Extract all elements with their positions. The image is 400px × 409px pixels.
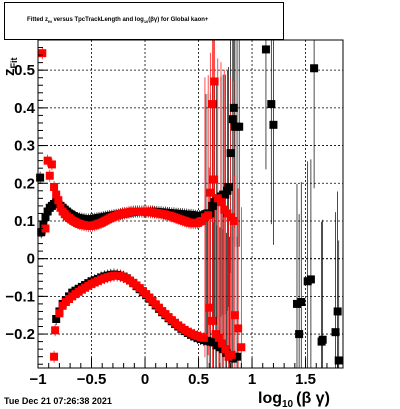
x-tick-label: 1.5 (295, 371, 316, 388)
black-point (235, 122, 244, 131)
title-mid: versus TpcTrackLength and log (51, 17, 144, 23)
red-point (230, 311, 239, 320)
black-point (224, 183, 233, 192)
red-point (208, 316, 217, 325)
red-point (209, 175, 218, 184)
red-point (41, 224, 50, 233)
y-axis-label-main: z (1, 69, 18, 77)
black-point (228, 115, 237, 124)
black-point (310, 64, 319, 73)
black-point (41, 213, 50, 222)
red-point (234, 324, 243, 333)
red-point (204, 211, 213, 220)
red-point (206, 188, 215, 197)
axis-ticks (37, 47, 339, 368)
red-point (218, 339, 227, 348)
red-point (50, 352, 59, 361)
y-tick-label: 0.3 (14, 138, 35, 155)
y-tick-label: 0.1 (14, 213, 35, 230)
red-point (51, 326, 60, 335)
title-tail: (βγ) for Global kaon+ (148, 17, 209, 23)
black-point (261, 45, 270, 54)
x-tick-label: 1 (248, 371, 256, 388)
chart-title: Fitted zfit versus TpcTrackLength and lo… (27, 17, 208, 24)
black-point (233, 352, 242, 361)
red-point (52, 190, 61, 199)
x-tick-label: −0.5 (77, 371, 107, 388)
y-axis-label-sub: Fit (9, 58, 19, 69)
plot-frame (37, 39, 344, 369)
red-point (229, 216, 238, 225)
x-axis-label-main: log (258, 390, 282, 407)
red-point (43, 156, 52, 165)
tick-labels: −1 −0.5 0 0.5 1 1.5 −0.2 −0.1 0 0.1 0.2 0.3 0.4 0.5 (5, 62, 316, 388)
black-point (333, 307, 342, 316)
error-bars (39, 40, 340, 368)
timestamp-footer: Tue Dec 21 07:26:38 2021 (4, 396, 112, 406)
black-point (269, 120, 278, 129)
black-point (52, 314, 61, 323)
x-tick-label: −1 (29, 371, 46, 388)
black-point (229, 103, 238, 112)
black-point (292, 299, 301, 308)
red-point (237, 343, 246, 352)
y-tick-label: 0.2 (14, 175, 35, 192)
red-point (227, 350, 236, 359)
black-point (37, 228, 46, 237)
red-point (208, 100, 217, 109)
red-point (199, 333, 208, 342)
red-point (217, 198, 225, 207)
title-sub2: 10 (143, 19, 149, 25)
black-point (334, 356, 343, 365)
title-sub: fit (48, 19, 52, 25)
black-point (295, 330, 304, 339)
red-point (214, 333, 223, 342)
chart-title-box: Fitted zfit versus TpcTrackLength and lo… (4, 2, 284, 40)
y-tick-label: 0 (27, 251, 35, 268)
red-point (55, 309, 64, 318)
black-point (267, 100, 276, 109)
y-axis-label: zFit (1, 58, 19, 77)
red-point (45, 171, 54, 180)
black-point (306, 275, 315, 284)
title-main: Fitted z (27, 17, 48, 23)
x-axis-label-tail: (β γ) (296, 390, 330, 407)
red-point (221, 345, 230, 354)
red-point (205, 303, 214, 312)
x-tick-label: 0 (141, 371, 149, 388)
red-point (50, 183, 59, 192)
red-point (47, 160, 56, 169)
y-tick-label: −0.1 (5, 288, 35, 305)
red-point (54, 196, 63, 205)
x-axis-label-sub: 10 (282, 399, 294, 409)
black-point (297, 298, 306, 307)
y-tick-label: 0.5 (14, 62, 35, 79)
red-point (38, 49, 47, 58)
data-points (36, 45, 343, 365)
black-point (226, 149, 235, 158)
red-point (210, 77, 219, 86)
y-tick-label: 0.4 (14, 100, 36, 117)
x-axis-label: log10 (β γ) (258, 390, 330, 409)
black-point (36, 173, 45, 182)
x-tick-label: 0.5 (188, 371, 209, 388)
black-point (318, 335, 327, 344)
black-point (331, 328, 340, 337)
y-tick-label: −0.2 (5, 326, 35, 343)
